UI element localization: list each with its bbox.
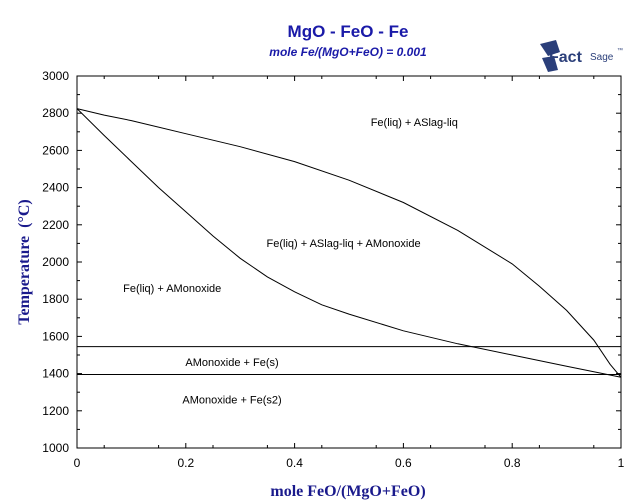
region-label: Fe(liq) + ASlag-liq [371, 117, 458, 129]
factsage-logo-icon [540, 40, 560, 72]
y-tick-label: 2400 [42, 181, 69, 195]
svg-text:Temperature (°C): Temperature (°C) [16, 199, 33, 324]
y-axis-label-main: Temperature [16, 236, 33, 325]
phase-boundary-line-1 [76, 108, 622, 378]
y-tick-label: 1800 [42, 292, 69, 306]
factsage-logo-bold: Fact [549, 49, 583, 66]
y-tick-label: 1200 [42, 404, 69, 418]
y-axis-label: Temperature (°C) [16, 199, 33, 324]
chart-subtitle: mole Fe/(MgO+FeO) = 0.001 [269, 45, 427, 59]
region-labels: Fe(liq) + ASlag-liq Fe(liq) + ASlag-liq +… [123, 117, 458, 406]
x-axis: 0 0.2 0.4 0.6 0.8 1 [74, 76, 625, 470]
y-tick-label: 2200 [42, 218, 69, 232]
x-tick-label: 0.8 [504, 456, 521, 470]
y-tick-label: 1000 [42, 441, 69, 455]
region-label: Fe(liq) + AMonoxide [123, 283, 221, 295]
x-tick-label: 0.2 [177, 456, 194, 470]
chart-title: MgO - FeO - Fe [288, 22, 409, 41]
series-layer [76, 108, 622, 378]
factsage-logo-mark: ™ [617, 47, 623, 54]
y-tick-label: 1400 [42, 367, 69, 381]
y-tick-label: 3000 [42, 69, 69, 83]
factsage-logo: Fact Sage ™ [540, 40, 623, 72]
phase-boundary-line-2 [76, 108, 622, 378]
x-tick-label: 1 [618, 456, 625, 470]
y-axis-label-unit: (°C) [16, 199, 33, 228]
y-axis: 1000 1200 1400 1600 1800 2000 2200 2400 2600 2800… [42, 69, 621, 455]
x-tick-label: 0 [74, 456, 81, 470]
y-tick-label: 2600 [42, 143, 69, 157]
region-label: Fe(liq) + ASlag-liq + AMonoxide [267, 238, 421, 250]
x-tick-label: 0.6 [395, 456, 412, 470]
y-tick-label: 2000 [42, 255, 69, 269]
y-tick-label: 2800 [42, 106, 69, 120]
region-label: AMonoxide + Fe(s) [185, 357, 278, 369]
x-tick-label: 0.4 [286, 456, 303, 470]
factsage-logo-light: Sage [590, 52, 614, 63]
plot-frame [76, 75, 622, 449]
region-label: AMonoxide + Fe(s2) [182, 394, 281, 406]
x-axis-label: mole FeO/(MgO+FeO) [270, 483, 425, 500]
y-tick-label: 1600 [42, 329, 69, 343]
